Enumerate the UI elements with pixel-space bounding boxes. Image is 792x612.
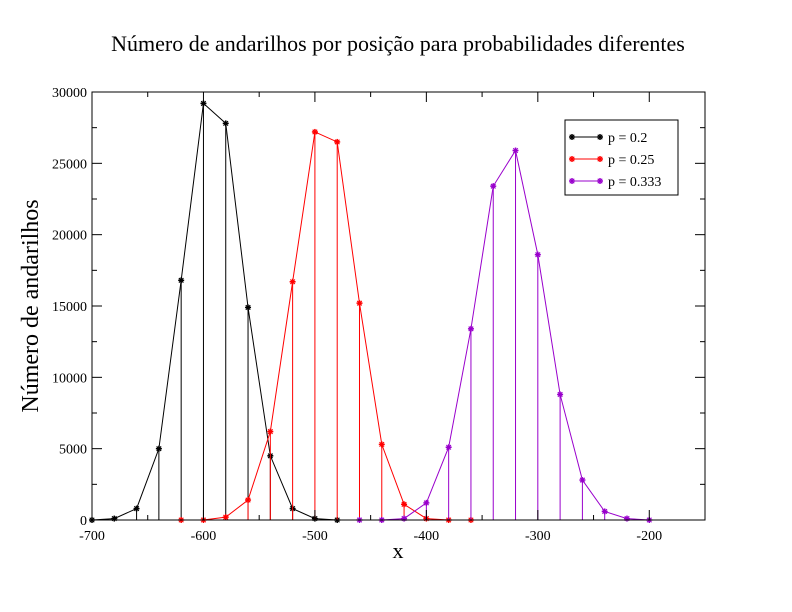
x-tick-label: -300 [525,529,551,544]
series-1-point [133,505,140,512]
legend-marker-right [597,134,603,140]
y-tick-label: 5000 [59,443,87,458]
series-2 [178,128,474,523]
series-2-point [356,300,363,307]
series-1-point [111,515,118,522]
legend-marker-left [569,134,575,140]
series-3-point [467,325,474,332]
legend-label: p = 0.2 [608,131,647,146]
chart-title: Número de andarilhos por posição para pr… [111,31,685,56]
legend-item-3: p = 0.333 [569,175,661,190]
series-1-line [91,102,338,521]
series-1-point [155,445,162,452]
y-tick-label: 10000 [52,371,87,386]
series-3-point [557,391,564,398]
x-axis-label: x [393,538,404,563]
series-2-point [245,497,252,504]
x-tick-label: -400 [414,529,440,544]
x-tick-label: -500 [302,529,328,544]
series-3-point [601,508,608,515]
legend-marker-right [597,156,603,162]
y-axis-label: Número de andarilhos [18,199,44,412]
legend-box [564,119,679,196]
y-tick-label: 30000 [52,86,87,101]
legend: p = 0.2 p = 0.25 p = 0.333 [564,119,679,196]
series-1-point [245,304,252,311]
legend-label: p = 0.333 [608,175,661,190]
legend-marker-right [597,178,603,184]
y-tick-label: 0 [80,514,87,529]
series-layer [89,100,653,523]
series-2-line [181,131,471,521]
series-2-point [378,441,385,448]
series-3 [356,147,653,523]
legend-label: p = 0.25 [608,153,654,168]
series-2-point [267,428,274,435]
series-2-point [401,501,408,508]
series-3-point [423,499,430,506]
series-1-point [178,277,185,284]
series-2-point [334,138,341,145]
legend-marker-left [569,156,575,162]
legend-marker-left [569,178,575,184]
legend-item-1: p = 0.2 [569,131,647,146]
series-2-point [289,278,296,285]
x-tick-label: -600 [191,529,217,544]
y-tick-label: 25000 [52,157,87,172]
x-tick-label: -700 [79,529,105,544]
series-3-point [490,183,497,190]
series-3-line [359,149,650,521]
legend-item-2: p = 0.25 [569,153,654,168]
axis-layer: -700 -600 -500 -400 -300 -200 0 5000 10000 15000 2… [52,86,705,544]
series-3-point [445,444,452,451]
series-3-point [579,477,586,484]
series-3-point [534,251,541,258]
series-1 [89,100,341,523]
series-3-point [623,515,630,522]
x-tick-label: -200 [636,529,662,544]
series-2-point [222,514,229,521]
series-3-point [401,515,408,522]
series-3-point [512,147,519,154]
series-1-point [222,120,229,127]
series-2-point [311,128,318,135]
y-tick-label: 20000 [52,229,87,244]
y-tick-label: 15000 [52,300,87,315]
